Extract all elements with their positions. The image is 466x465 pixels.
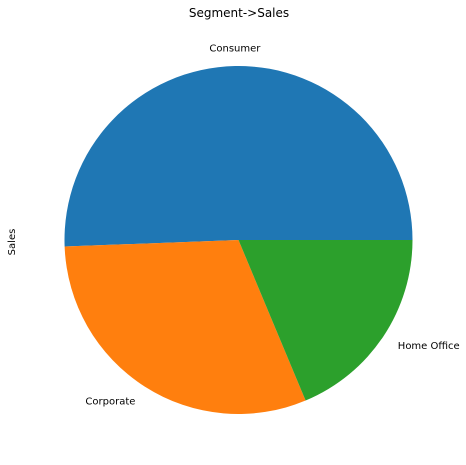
pie-slice-corporate [64, 240, 306, 414]
pie-slice-consumer [64, 65, 413, 247]
pie-label-home-office: Home Office [398, 341, 460, 352]
pie-slices [64, 65, 413, 414]
chart-title: Segment->Sales [189, 6, 289, 20]
pie-labels: Consumer Corporate Home Office [85, 44, 459, 408]
pie-label-corporate: Corporate [85, 396, 135, 407]
y-axis-label: Sales [7, 229, 18, 256]
pie-slice-home-office [238, 240, 413, 401]
pie-label-consumer: Consumer [209, 44, 261, 55]
